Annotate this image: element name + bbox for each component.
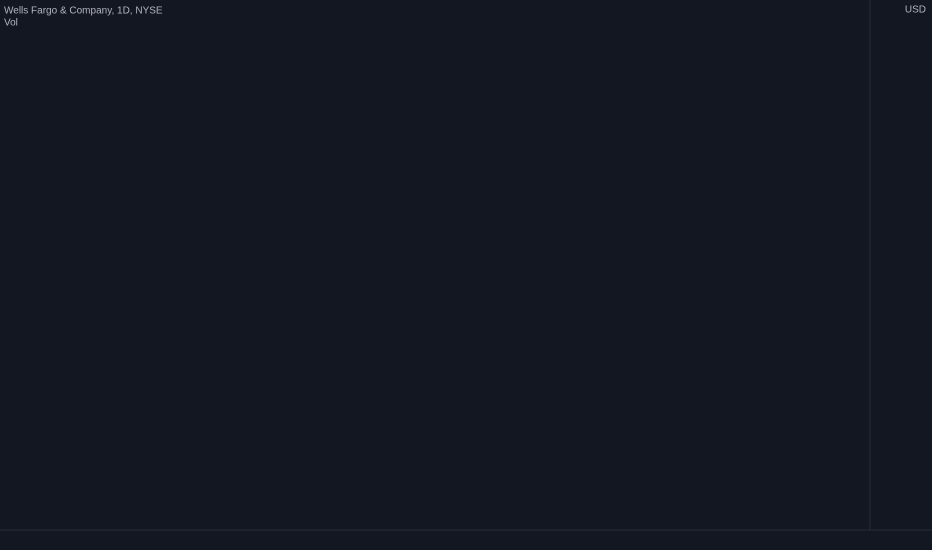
- currency: USD: [905, 5, 926, 16]
- legend-entry: Vol: [4, 18, 18, 29]
- legend: Wells Fargo & Company, 1D, NYSE Vol: [4, 6, 163, 29]
- chart-title: Wells Fargo & Company, 1D, NYSE: [4, 6, 163, 17]
- axes: USD: [0, 0, 932, 531]
